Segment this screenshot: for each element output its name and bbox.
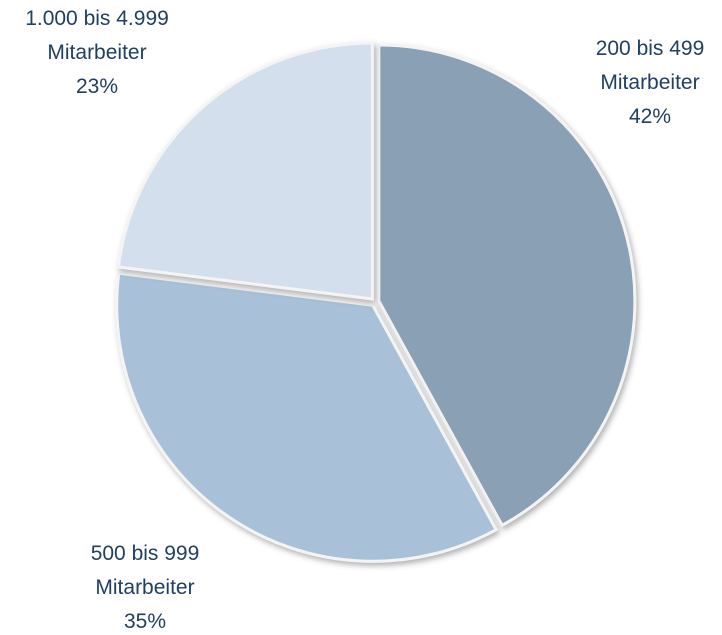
value-label: 35% xyxy=(123,610,167,633)
category-label: 1.000 bis 4.999 Mitarbeiter xyxy=(25,7,169,64)
value-label: 42% xyxy=(628,105,672,128)
pie-slice xyxy=(377,43,637,528)
category-label: 500 bis 999 Mitarbeiter xyxy=(90,542,200,599)
value-label: 23% xyxy=(75,75,119,98)
category-label: 200 bis 499 Mitarbeiter xyxy=(595,37,705,94)
slice-label: 1.000 bis 4.999 Mitarbeiter 23% xyxy=(9,2,185,104)
pie-slice xyxy=(116,41,374,301)
pie-slice xyxy=(115,271,499,563)
slice-label: 500 bis 999 Mitarbeiter 35% xyxy=(57,537,233,635)
slice-label: 200 bis 499 Mitarbeiter 42% xyxy=(562,32,722,134)
